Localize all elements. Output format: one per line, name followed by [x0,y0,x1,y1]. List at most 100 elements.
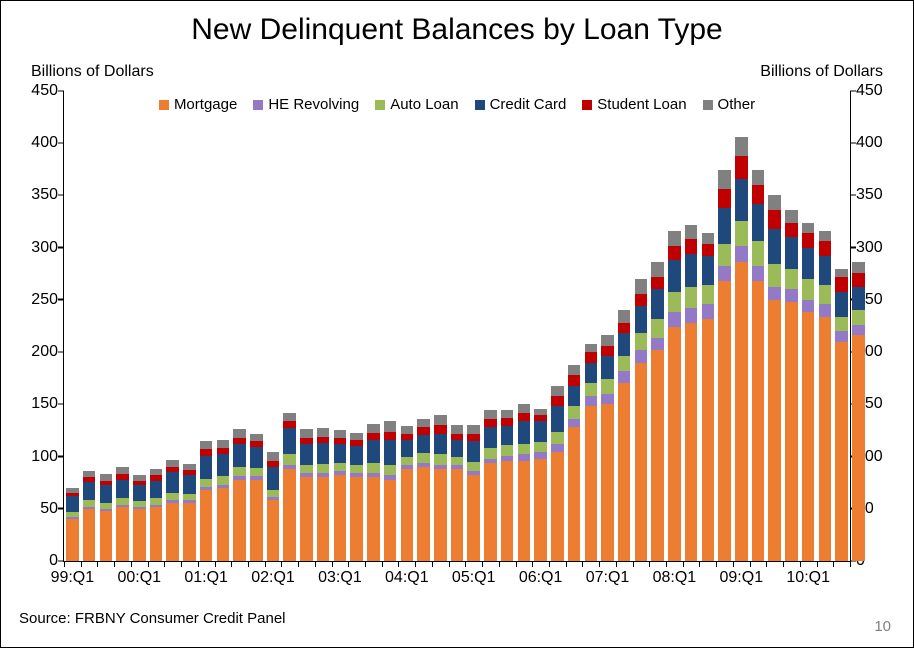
xtick-mark [181,561,182,567]
ytick-label: 150 [31,395,58,413]
ytick-label: 450 [31,82,58,100]
xtick-mark [516,561,517,567]
xtick-label: 02:Q1 [251,569,295,587]
xtick-mark [449,561,450,567]
legend-swatch [703,100,713,110]
ytick-label: 400 [31,134,58,152]
bar-segment [852,325,865,335]
xtick-mark [482,561,483,567]
plot-area: Mortgage HE Revolving Auto Loan Credit Card… [63,91,851,562]
xtick-mark [131,561,132,567]
legend-item: HE Revolving [253,96,359,113]
xtick-label: 01:Q1 [184,569,228,587]
xtick-mark [766,561,767,567]
xtick-mark [649,561,650,567]
xtick-mark [432,561,433,567]
xtick-mark [499,561,500,567]
xtick-mark [465,561,466,567]
legend-label: Mortgage [174,96,237,113]
xtick-mark [215,561,216,567]
page-number: 10 [874,618,891,635]
xtick-mark [582,561,583,567]
xtick-mark [148,561,149,567]
xtick-mark [97,561,98,567]
ytick-label: 250 [31,291,58,309]
xtick-mark [114,561,115,567]
xtick-label: 08:Q1 [653,569,697,587]
xtick-mark [248,561,249,567]
legend: Mortgage HE Revolving Auto Loan Credit Card… [64,96,850,113]
xtick-label: 03:Q1 [318,569,362,587]
xtick-mark [716,561,717,567]
legend-swatch [475,100,485,110]
xtick-mark [332,561,333,567]
bar-segment [852,273,865,288]
legend-item: Student Loan [582,96,686,113]
ytick-label: 50 [40,500,58,518]
y-axis-label-right: Billions of Dollars [760,63,883,81]
xtick-mark [81,561,82,567]
xtick-mark [599,561,600,567]
legend-item: Mortgage [159,96,237,113]
xtick-label: 06:Q1 [519,569,563,587]
xtick-mark [348,561,349,567]
xtick-mark [231,561,232,567]
xtick-label: 99:Q1 [51,569,95,587]
ytick-label: 100 [31,448,58,466]
xtick-mark [633,561,634,567]
xtick-mark [398,561,399,567]
ytick-label: 350 [31,186,58,204]
ytick-label: 300 [31,239,58,257]
bar-segment [852,262,865,272]
legend-label: Auto Loan [390,96,458,113]
xtick-mark [683,561,684,567]
xtick-mark [382,561,383,567]
xtick-mark [298,561,299,567]
xtick-label: 07:Q1 [586,569,630,587]
legend-item: Credit Card [475,96,567,113]
xtick-mark [365,561,366,567]
xtick-mark [666,561,667,567]
xtick-mark [315,561,316,567]
xtick-mark [64,561,65,567]
ytick-label: 200 [31,343,58,361]
xtick-mark [532,561,533,567]
xtick-mark [783,561,784,567]
legend-item: Auto Loan [375,96,458,113]
xtick-mark [833,561,834,567]
bar-segment [852,310,865,325]
xtick-mark [549,561,550,567]
legend-swatch [253,100,263,110]
xtick-mark [817,561,818,567]
source-text: Source: FRBNY Consumer Credit Panel [19,610,286,627]
legend-label: Student Loan [597,96,686,113]
legend-label: Credit Card [490,96,567,113]
xtick-mark [750,561,751,567]
chart-container: New Delinquent Balances by Loan Type Bil… [0,0,914,648]
xtick-mark [198,561,199,567]
bar [852,91,865,561]
xtick-mark [850,561,851,567]
xtick-mark [699,561,700,567]
legend-swatch [159,100,169,110]
xtick-label: 05:Q1 [452,569,496,587]
xtick-mark [733,561,734,567]
chart-title: New Delinquent Balances by Loan Type [1,13,913,47]
xtick-mark [616,561,617,567]
xtick-mark [800,561,801,567]
legend-swatch [582,100,592,110]
legend-label: Other [718,96,756,113]
legend-item: Other [703,96,756,113]
xtick-mark [265,561,266,567]
xtick-mark [281,561,282,567]
xtick-label: 04:Q1 [385,569,429,587]
xtick-mark [415,561,416,567]
ytick-label: 0 [49,552,58,570]
legend-label: HE Revolving [268,96,359,113]
y-axis-label-left: Billions of Dollars [31,63,154,81]
bar-segment [852,287,865,310]
xtick-label: 00:Q1 [117,569,161,587]
legend-swatch [375,100,385,110]
xtick-label: 10:Q1 [786,569,830,587]
bar-segment [852,335,865,561]
